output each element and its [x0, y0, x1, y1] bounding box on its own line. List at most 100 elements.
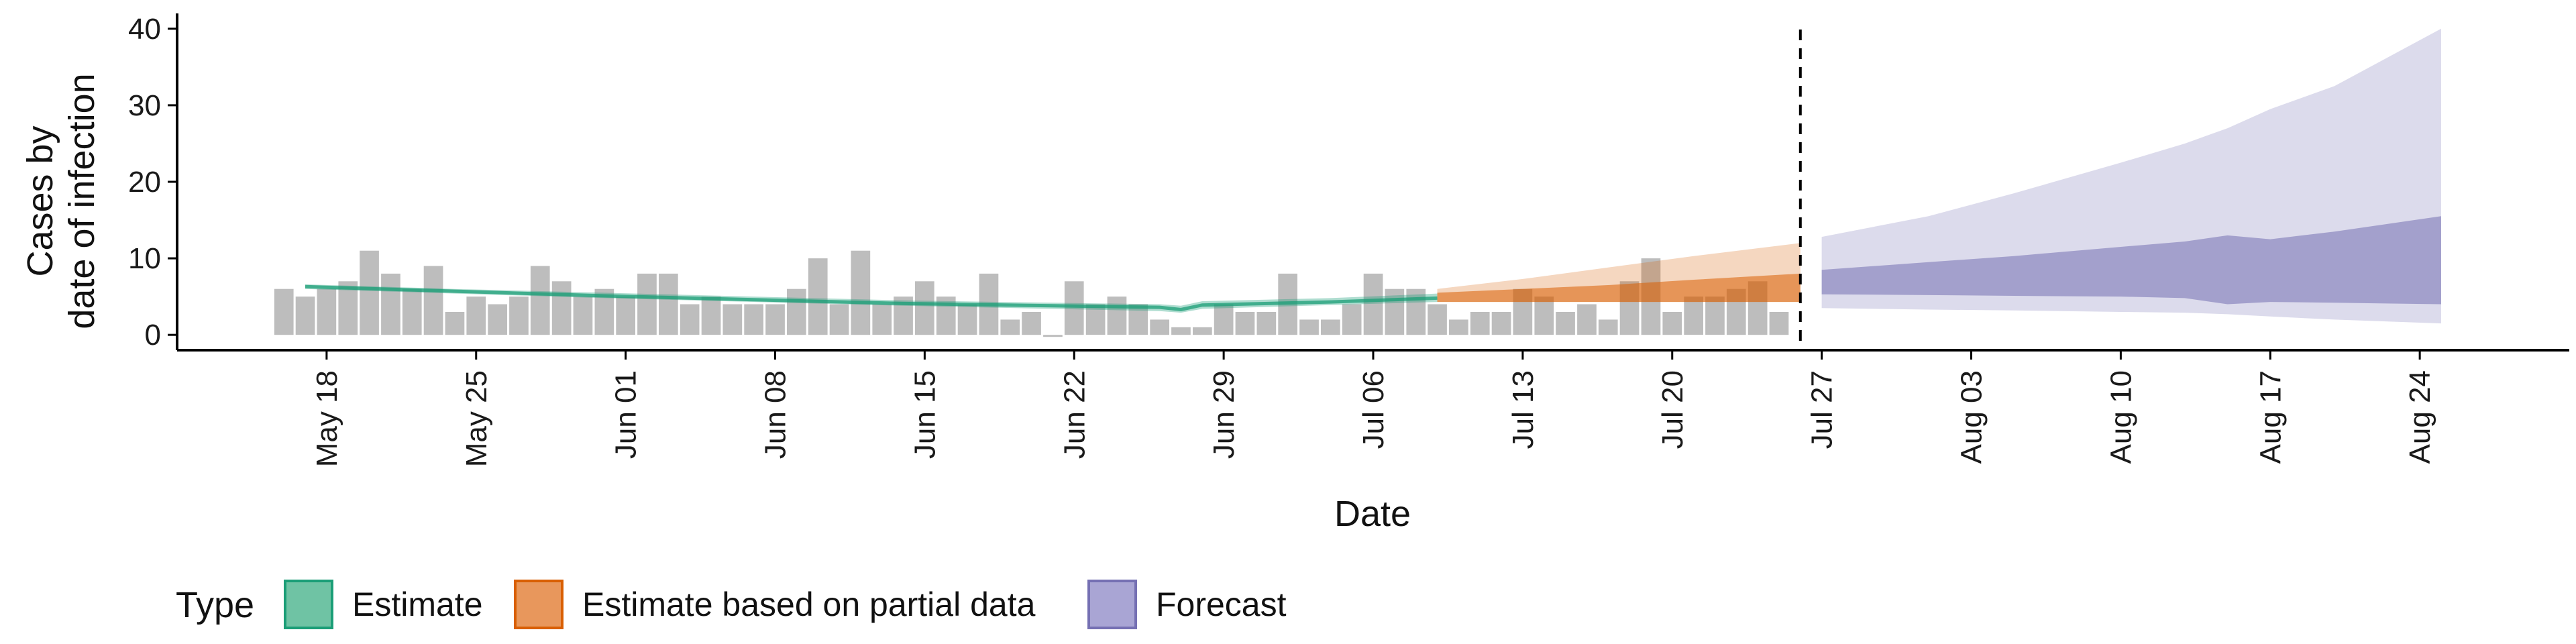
case-bar [616, 297, 635, 335]
case-bar [829, 304, 849, 335]
legend-item: Forecast [1087, 580, 1287, 629]
x-axis: May 18 May 25 Jun 01 Jun 08 Jun 15 Jun 22 Jun … [177, 349, 2569, 467]
case-bar [488, 304, 507, 335]
legend-swatch [514, 580, 564, 629]
case-bar [1534, 297, 1554, 335]
case-bar [637, 273, 657, 335]
case-bar [1556, 312, 1575, 335]
case-bar [1662, 312, 1682, 335]
case-bar [1363, 273, 1383, 335]
case-bar [1000, 319, 1020, 335]
case-bar [573, 297, 593, 335]
x-tick-label: Jul 06 [1357, 370, 1390, 449]
legend-swatch [284, 580, 333, 629]
estimate-line [305, 284, 1438, 312]
case-bar [338, 281, 358, 335]
case-bar [744, 304, 763, 335]
case-bar [1577, 304, 1597, 335]
plot-area [274, 28, 2441, 350]
x-tick-label: Jun 15 [908, 370, 941, 459]
case-bar [295, 297, 315, 335]
case-bar [957, 304, 977, 335]
case-bar [1043, 335, 1063, 337]
case-bar [1193, 327, 1212, 335]
x-tick-label: Aug 10 [2104, 370, 2137, 464]
x-tick-label: Aug 24 [2404, 370, 2436, 464]
case-bar [1428, 304, 1447, 335]
case-bar [1769, 312, 1789, 335]
case-bar [530, 266, 550, 335]
case-bar [1085, 304, 1106, 335]
case-bar [1299, 319, 1319, 335]
legend-item: Estimate based on partial data [514, 580, 1036, 629]
legend-item: Estimate [284, 580, 483, 629]
case-bar [1470, 312, 1490, 335]
case-bar [1385, 288, 1405, 335]
case-bar [1684, 297, 1703, 335]
x-tick-label: Aug 17 [2254, 370, 2287, 464]
legend-swatch [1087, 580, 1137, 629]
x-tick-label: Jun 08 [759, 370, 792, 459]
legend-title: Type [176, 585, 254, 625]
case-bar [659, 273, 678, 335]
case-bar [360, 250, 379, 335]
case-bar [423, 266, 443, 335]
case-bar [1342, 304, 1362, 335]
case-bar [445, 312, 465, 335]
y-axis-title-line-1: Cases by [20, 125, 60, 276]
case-bar [466, 297, 486, 335]
case-bar [381, 273, 400, 335]
case-bar [1128, 304, 1148, 335]
case-bar [1064, 281, 1084, 335]
case-bar [1235, 312, 1255, 335]
x-tick-label: Jul 20 [1656, 370, 1689, 449]
x-tick-label: May 25 [460, 370, 493, 467]
x-tick-label: May 18 [311, 370, 343, 467]
case-bar [402, 288, 422, 335]
case-bar [1449, 319, 1468, 335]
case-bar [1705, 297, 1725, 335]
x-tick-label: Jun 29 [1208, 370, 1240, 459]
case-bar [722, 304, 743, 335]
case-bar [915, 281, 934, 335]
x-tick-label: Aug 03 [1955, 370, 1988, 464]
case-bar [701, 297, 721, 335]
legend: Type Estimate Estimate based on partial d… [176, 580, 1287, 629]
case-bar [851, 250, 871, 335]
case-bar [1171, 327, 1191, 335]
y-axis: 0 10 20 30 40 [128, 13, 178, 352]
case-bar [808, 258, 828, 335]
case-bar [551, 281, 572, 335]
x-tick-label: Jun 22 [1058, 370, 1091, 459]
legend-label: Estimate [352, 586, 483, 623]
case-bar [274, 288, 294, 335]
case-bar [680, 304, 700, 335]
forecast-inner-band [1821, 216, 2441, 305]
x-tick-label: Jul 27 [1806, 370, 1839, 449]
y-tick-label: 40 [128, 13, 161, 46]
y-tick-label: 20 [128, 166, 161, 199]
case-bar [787, 288, 806, 335]
case-bar [1321, 319, 1340, 335]
case-bar [1491, 312, 1511, 335]
x-tick-label: Jun 01 [610, 370, 643, 459]
case-bar [1150, 319, 1169, 335]
case-bar [765, 304, 785, 335]
case-bar [509, 297, 529, 335]
y-tick-label: 10 [128, 242, 161, 275]
case-bar [317, 288, 337, 335]
y-tick-label: 0 [145, 319, 161, 352]
legend-label: Estimate based on partial data [582, 586, 1036, 623]
y-axis-title-line-2: date of infection [62, 73, 102, 329]
legend-label: Forecast [1156, 586, 1287, 623]
case-bar [1256, 312, 1277, 335]
case-bar [1022, 312, 1041, 335]
case-bar [1598, 319, 1618, 335]
case-bar [1214, 304, 1234, 335]
case-bar [1107, 297, 1127, 335]
x-tick-label: Jul 13 [1507, 370, 1540, 449]
x-axis-title: Date [1334, 494, 1411, 534]
y-tick-label: 30 [128, 89, 161, 122]
case-bar [872, 304, 892, 335]
